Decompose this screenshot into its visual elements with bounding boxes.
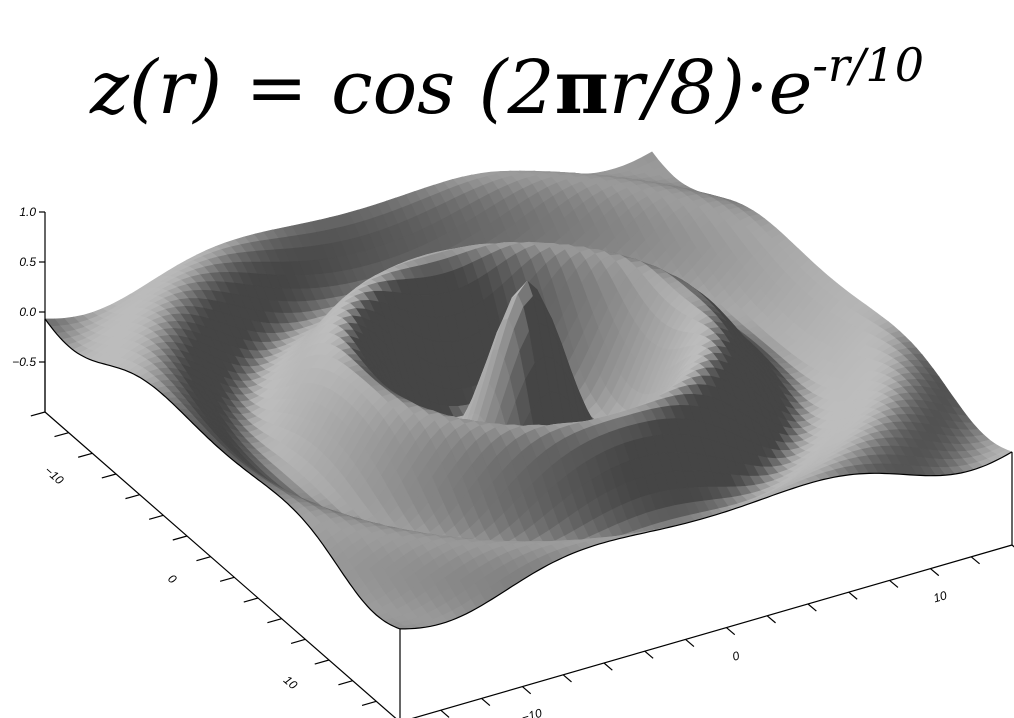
chart-title: z(r) = cos (2πr/8)·e-r/10 — [0, 0, 1014, 131]
base-tick-label: −10 — [520, 706, 544, 718]
base-axis-tick — [603, 662, 613, 671]
base-axis-tick — [361, 700, 377, 707]
surface-mesh — [44, 151, 1013, 630]
base-axis-tick — [522, 686, 532, 695]
title-lhs: z(r) = cos (2 — [90, 45, 555, 131]
base-axis-tick — [54, 432, 69, 438]
base-axis-tick — [101, 473, 117, 479]
front-right-wall — [400, 451, 1012, 718]
base-axis-tick — [440, 709, 450, 718]
base-axis-tick — [30, 411, 46, 417]
base-axis-tick — [644, 650, 654, 659]
base-axis-tick — [77, 452, 93, 458]
base-tick-label: 0 — [731, 648, 742, 663]
base-axis-tick — [125, 494, 140, 500]
z-tick-label: 0.5 — [19, 255, 36, 269]
surface-front-right-edge — [400, 451, 1013, 630]
base-axis-tick — [196, 556, 211, 562]
base-tick-label: 0 — [165, 571, 179, 586]
base-axis-tick — [243, 597, 259, 603]
base-axis-tick — [889, 579, 899, 588]
z-tick-label: 1.0 — [19, 205, 36, 219]
base-axis-tick — [766, 615, 776, 624]
base-axis-tick — [562, 674, 572, 683]
axis-ticks: 1.0 0.5 0.0 −0.5 −10 0 10 −10 0 10 — [12, 205, 948, 718]
title-mid: r/8) — [608, 45, 746, 131]
base-axis-tick — [1011, 544, 1014, 548]
base-axis-tick — [848, 591, 858, 600]
base-axis-tick — [726, 627, 736, 636]
base-tick-label: −10 — [42, 463, 67, 487]
base-axis-tick — [172, 535, 188, 541]
base-axis-tick — [338, 680, 353, 686]
plot-frame — [30, 211, 1014, 718]
title-exponent: -r/10 — [812, 38, 924, 92]
title-base: e — [768, 45, 813, 131]
base-tick-label: 10 — [932, 588, 949, 605]
base-axis-tick — [314, 659, 330, 665]
base-edge-left — [44, 411, 397, 718]
base-axis-tick — [267, 618, 282, 624]
surface-front-left-edge — [44, 318, 401, 630]
title-dot: · — [745, 45, 769, 131]
base-axis-tick — [219, 576, 235, 582]
base-edge-right — [411, 544, 1013, 718]
base-tick-label: 10 — [281, 673, 301, 693]
base-axis-tick — [481, 697, 491, 707]
base-axis-tick — [148, 514, 164, 520]
base-axis-tick — [807, 603, 817, 612]
base-axis-tick — [970, 556, 980, 565]
z-tick-label: 0.0 — [19, 305, 36, 319]
z-tick-label: −0.5 — [12, 355, 36, 369]
base-axis-tick — [930, 568, 940, 577]
front-left-wall — [45, 318, 400, 718]
base-axis-tick — [290, 638, 306, 644]
title-pi: π — [554, 45, 609, 131]
base-axis-tick — [685, 638, 695, 647]
